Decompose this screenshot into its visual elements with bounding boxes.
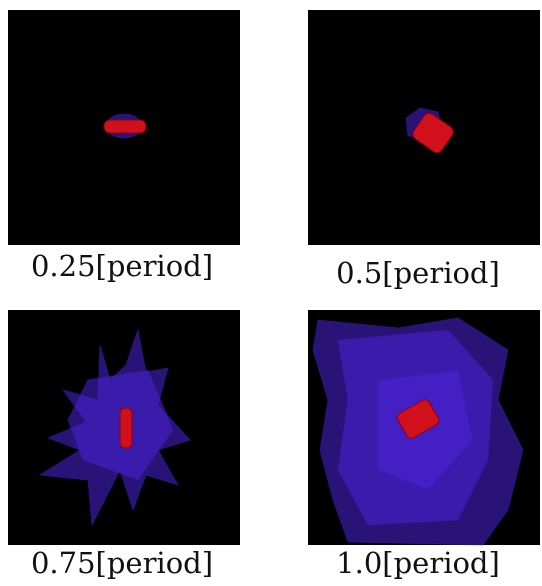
caption: 0.75[period] xyxy=(31,546,213,580)
panel xyxy=(308,310,540,545)
panel xyxy=(308,10,540,245)
caption: 1.0[period] xyxy=(336,546,500,580)
red-volume xyxy=(104,120,146,133)
caption: 0.25[period] xyxy=(31,249,213,283)
caption: 0.5[period] xyxy=(336,256,500,290)
panel xyxy=(8,10,240,245)
figure: 0.25[period] 0.5[period] 0.75[period] 1.… xyxy=(0,0,542,586)
panel xyxy=(8,310,240,545)
red-volume xyxy=(120,408,132,448)
